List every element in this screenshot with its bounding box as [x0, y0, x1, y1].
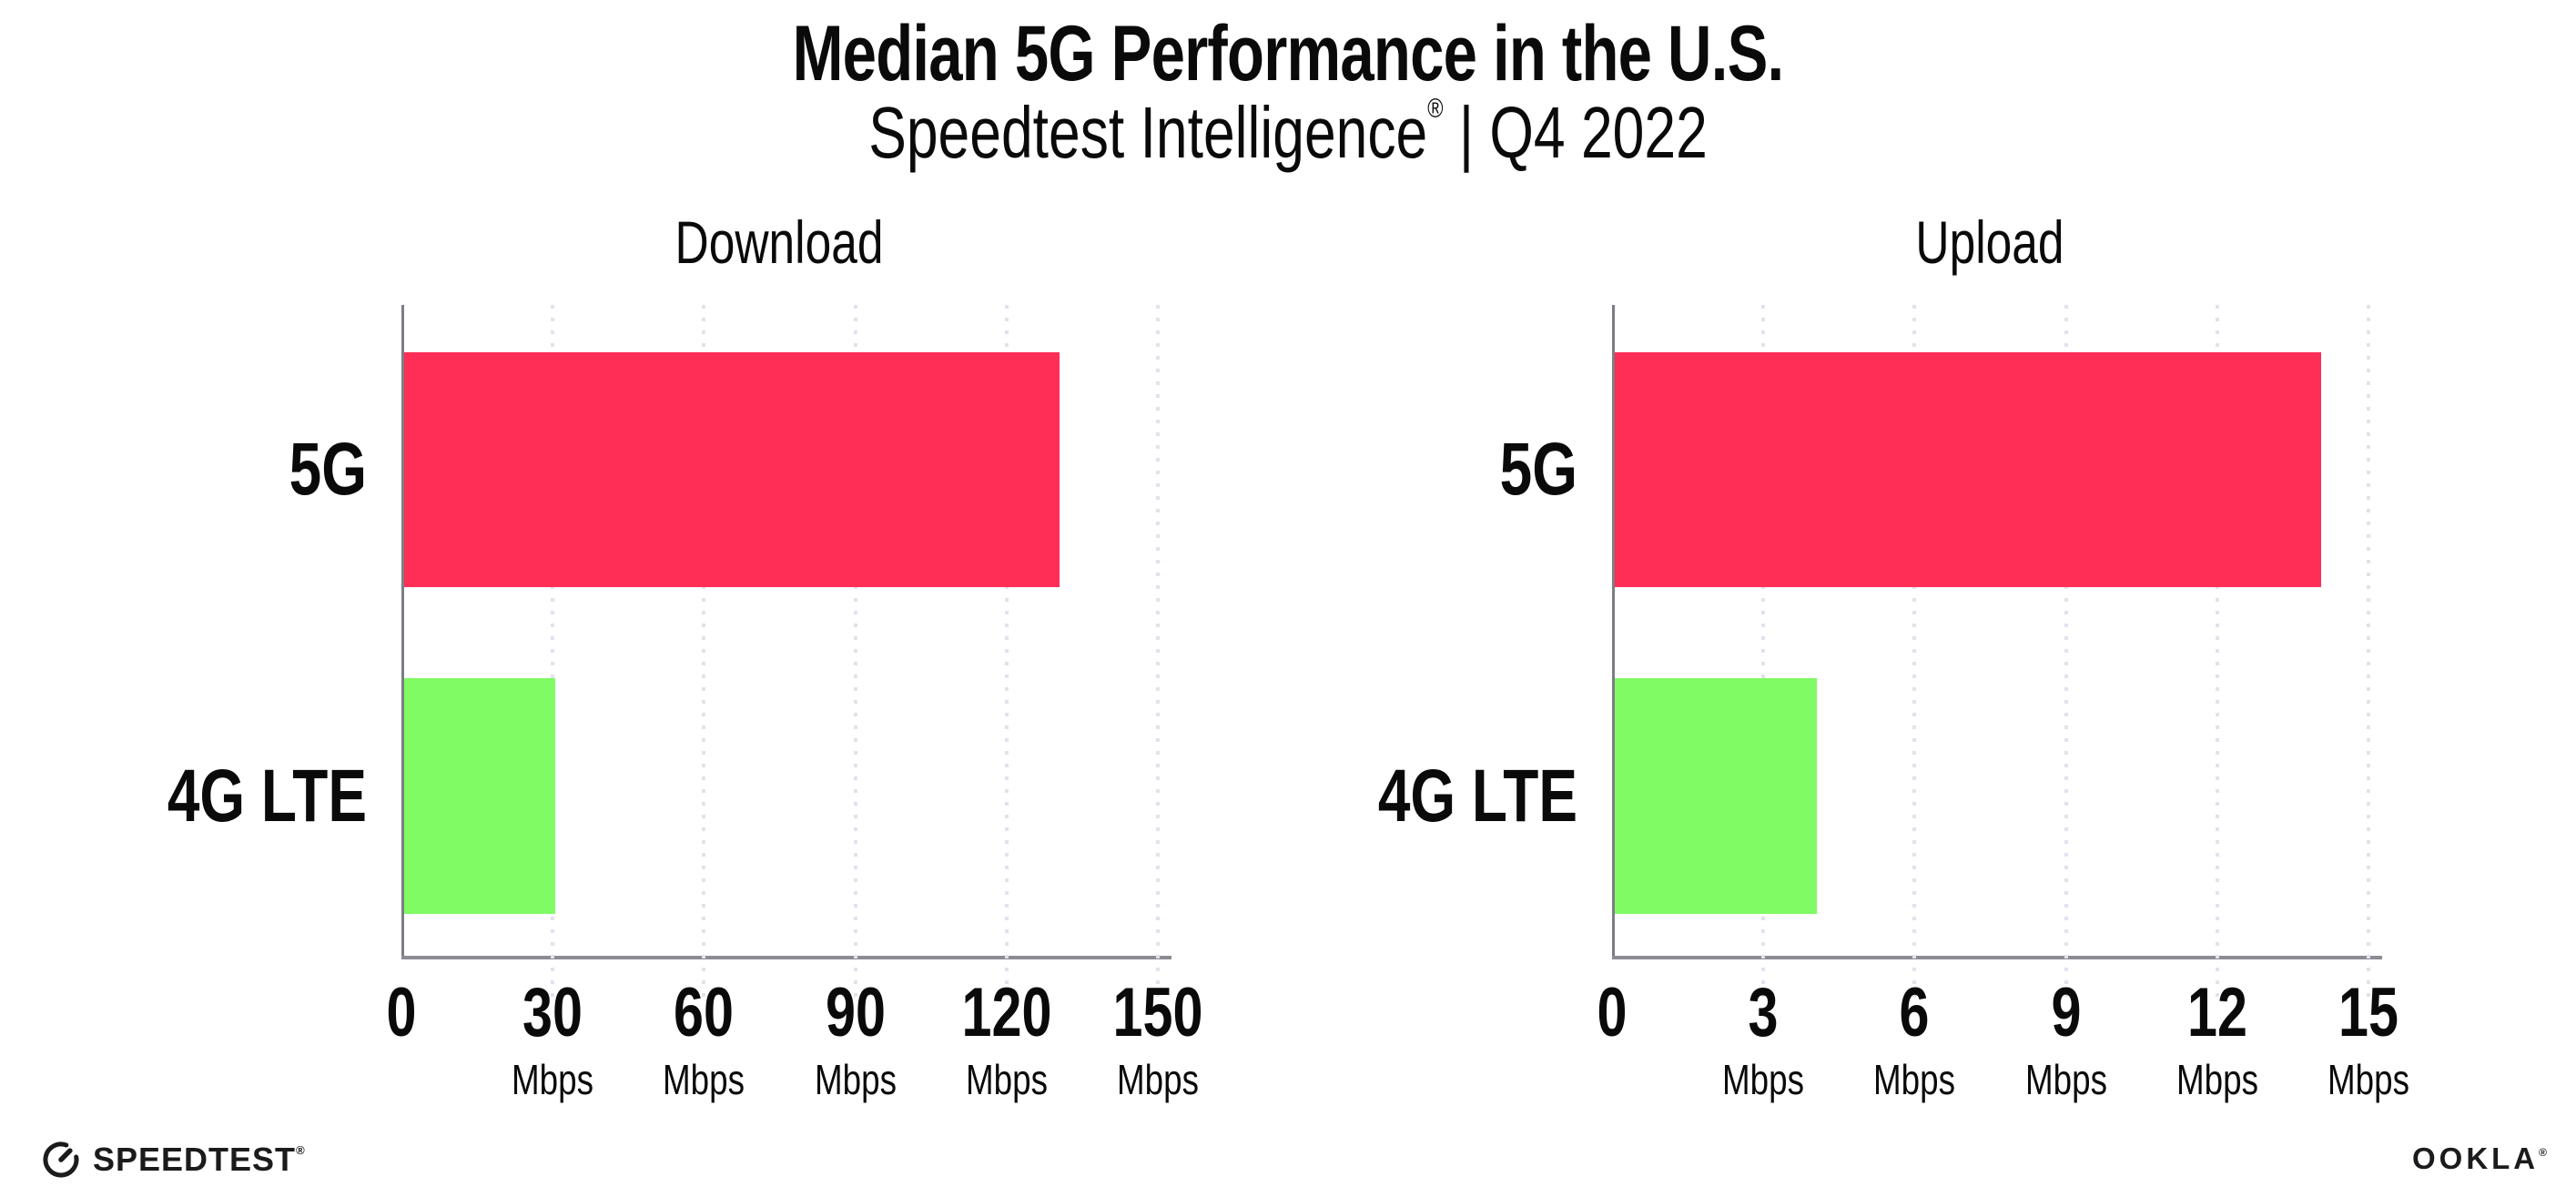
gridline	[1761, 305, 1766, 999]
x-tick-unit: Mbps	[1873, 1056, 1956, 1103]
bars-layer	[1612, 305, 2382, 958]
download-chart: Download 5G 4G LTE 0 30 Mbps 60 Mbps 90 Mbps 12…	[167, 212, 1203, 1101]
subtitle-period: | Q4 2022	[1443, 92, 1708, 173]
registered-trademark-icon: ®	[296, 1143, 305, 1157]
ookla-label: OOKLA	[2411, 1141, 2540, 1175]
x-tick-label: 0	[1597, 974, 1628, 1051]
gridline	[1004, 305, 1009, 999]
speedtest-logo: SPEEDTEST®	[40, 1138, 305, 1182]
gridline	[702, 305, 706, 999]
grid-layer	[401, 305, 1171, 999]
category-label-4g-lte: 4G LTE	[167, 754, 367, 837]
x-tick-unit: Mbps	[965, 1056, 1048, 1103]
x-axis-ticks: 0 30 Mbps 60 Mbps 90 Mbps 120 Mbps 150 Mbps	[387, 305, 1203, 1101]
category-label-4g-lte: 4G LTE	[1377, 754, 1577, 837]
x-tick-label: 30	[522, 974, 583, 1051]
registered-trademark-icon: ®	[1427, 94, 1444, 124]
speedtest-gauge-icon	[43, 1141, 79, 1178]
chart-title-upload: Upload	[1915, 208, 2064, 276]
category-label-5g: 5G	[1499, 428, 1577, 511]
x-tick-unit: Mbps	[2328, 1056, 2409, 1103]
gridline	[853, 305, 857, 999]
bars-layer	[401, 305, 1171, 958]
gridline	[1912, 305, 1917, 999]
gridline	[2064, 305, 2068, 999]
page-title: Median 5G Performance in the U.S.	[792, 10, 1785, 97]
gridline	[2367, 305, 2370, 999]
x-tick-label: 6	[1899, 974, 1930, 1051]
x-tick-label: 9	[2051, 974, 2082, 1051]
x-tick-unit: Mbps	[1722, 1056, 1805, 1103]
x-tick-label: 0	[386, 974, 417, 1051]
bar-4g-lte	[404, 678, 556, 914]
gridline	[2215, 305, 2219, 999]
y-axis-line	[1612, 305, 1615, 958]
x-axis-line	[1612, 956, 2382, 959]
chart-title-download: Download	[674, 208, 884, 276]
x-tick-unit: Mbps	[1117, 1056, 1199, 1103]
x-tick-label: 120	[961, 974, 1052, 1051]
y-axis-line	[401, 305, 404, 958]
x-tick-label: 12	[2186, 974, 2247, 1051]
page-subtitle: Speedtest Intelligence® | Q4 2022	[283, 95, 2292, 171]
x-tick-unit: Mbps	[814, 1056, 897, 1103]
subtitle-brand: Speedtest Intelligence	[868, 92, 1428, 173]
category-label-5g: 5G	[289, 428, 367, 511]
x-tick-label: 150	[1112, 974, 1203, 1051]
upload-chart: Upload 5G 4G LTE 0 3 Mbps 6 Mbps 9 Mbps 12 Mbps 1…	[1378, 212, 2409, 1101]
bar-5g	[404, 352, 1060, 587]
speedtest-wordmark: SPEEDTEST®	[93, 1143, 305, 1176]
x-axis-ticks: 0 3 Mbps 6 Mbps 9 Mbps 12 Mbps 15 Mbps	[1597, 305, 2409, 1101]
x-axis-line	[401, 956, 1171, 959]
grid-layer	[1612, 305, 2382, 999]
x-tick-unit: Mbps	[512, 1056, 594, 1103]
gridline	[551, 305, 555, 999]
x-tick-unit: Mbps	[2175, 1056, 2258, 1103]
registered-trademark-icon: ®	[2539, 1146, 2547, 1159]
ookla-logo: OOKLA®	[2412, 1143, 2547, 1173]
speedtest-label: SPEEDTEST	[93, 1141, 297, 1178]
x-tick-label: 90	[825, 974, 886, 1051]
x-tick-label: 15	[2338, 974, 2399, 1051]
x-tick-unit: Mbps	[2024, 1056, 2107, 1103]
bar-5g	[1615, 352, 2321, 587]
x-tick-label: 3	[1748, 974, 1779, 1051]
x-tick-label: 60	[674, 974, 735, 1051]
gridline	[1156, 305, 1160, 999]
x-tick-unit: Mbps	[663, 1056, 745, 1103]
bar-4g-lte	[1615, 678, 1817, 914]
